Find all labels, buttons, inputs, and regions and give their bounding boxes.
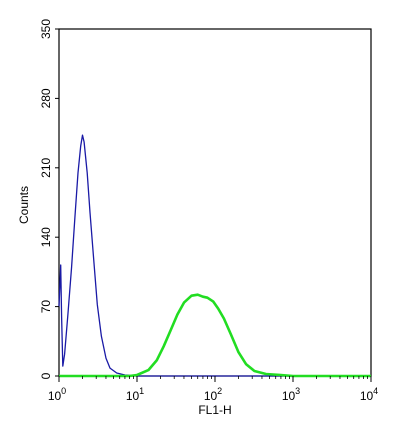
y-tick-label: 140 — [39, 227, 53, 247]
y-axis-title: Counts — [17, 186, 31, 224]
y-tick-label: 70 — [39, 300, 53, 314]
x-tick-label: 102 — [204, 386, 222, 403]
x-tick-label: 101 — [126, 386, 144, 403]
series-layer — [58, 134, 371, 378]
y-tick-label: 0 — [39, 372, 53, 379]
y-tick-label: 280 — [39, 88, 53, 108]
series-line-1 — [58, 134, 371, 377]
x-axis-title: FL1-H — [198, 403, 231, 417]
y-tick-label: 350 — [39, 19, 53, 39]
plot-frame — [58, 28, 372, 377]
x-tick-label: 104 — [360, 386, 378, 403]
x-tick-label: 103 — [282, 386, 300, 403]
x-tick-label: 100 — [48, 386, 66, 403]
series-line-2 — [59, 293, 371, 378]
y-tick-label: 210 — [39, 157, 53, 177]
